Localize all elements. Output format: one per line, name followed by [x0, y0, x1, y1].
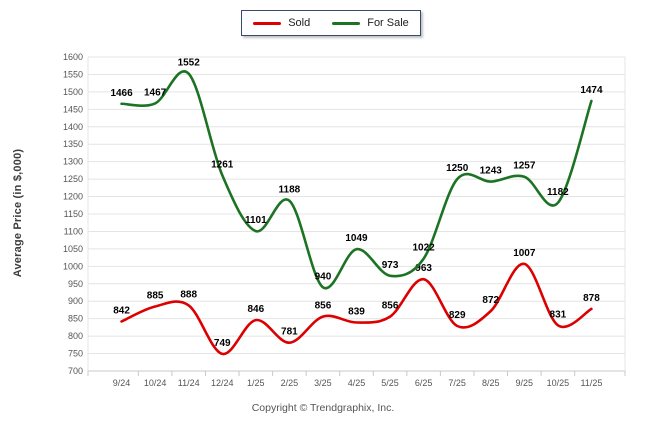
svg-text:973: 973 — [382, 260, 399, 271]
svg-text:1000: 1000 — [63, 261, 83, 271]
svg-text:1467: 1467 — [144, 87, 167, 98]
svg-text:1257: 1257 — [513, 161, 536, 172]
svg-text:1500: 1500 — [63, 87, 83, 97]
svg-text:1600: 1600 — [63, 52, 83, 62]
svg-text:1552: 1552 — [178, 58, 201, 69]
svg-text:856: 856 — [315, 301, 332, 312]
svg-text:750: 750 — [68, 349, 83, 359]
x-axis: 9/24 10/24 11/24 12/24 1/25 2/25 3/25 4/25 5/25 6… — [87, 371, 626, 388]
svg-text:856: 856 — [382, 301, 399, 312]
svg-text:839: 839 — [348, 307, 365, 318]
svg-text:9/24: 9/24 — [113, 378, 131, 388]
svg-text:700: 700 — [68, 366, 83, 376]
svg-text:10/25: 10/25 — [547, 378, 570, 388]
svg-text:6/25: 6/25 — [415, 378, 433, 388]
svg-text:9/25: 9/25 — [516, 378, 534, 388]
data-labels-1: 1466 1467 1552 1261 1101 1188 940 1049 973 1022 12… — [110, 58, 603, 283]
svg-text:1188: 1188 — [279, 185, 301, 196]
svg-text:1150: 1150 — [64, 209, 83, 219]
svg-text:829: 829 — [449, 310, 466, 321]
legend-label-sold: Sold — [288, 17, 311, 29]
svg-text:1300: 1300 — [63, 157, 83, 167]
svg-text:1200: 1200 — [63, 192, 83, 202]
y-axis-title: Average Price (in $,000) — [12, 148, 24, 278]
series-line-for-sale — [120, 70, 593, 290]
svg-text:749: 749 — [214, 338, 231, 349]
svg-text:1250: 1250 — [446, 163, 469, 174]
sold-line-swatch-icon — [253, 21, 282, 25]
svg-text:1100: 1100 — [64, 226, 83, 236]
svg-text:11/25: 11/25 — [581, 378, 603, 388]
copyright-text: Copyright © Trendgraphix, Inc. — [251, 402, 395, 414]
svg-text:1/25: 1/25 — [247, 378, 265, 388]
legend-item-sold: Sold — [253, 17, 310, 29]
legend: Sold For Sale — [241, 10, 421, 36]
for-sale-line-swatch-icon — [332, 21, 361, 25]
legend-label-for-sale: For Sale — [367, 17, 409, 29]
svg-text:8/25: 8/25 — [482, 378, 500, 388]
svg-text:950: 950 — [68, 279, 83, 289]
svg-text:10/24: 10/24 — [144, 378, 167, 388]
svg-text:3/25: 3/25 — [314, 378, 332, 388]
svg-text:1261: 1261 — [211, 159, 234, 170]
svg-text:4/25: 4/25 — [348, 378, 366, 388]
svg-text:1450: 1450 — [63, 104, 83, 114]
svg-text:842: 842 — [113, 305, 130, 316]
svg-text:940: 940 — [315, 271, 332, 282]
svg-text:963: 963 — [415, 263, 432, 274]
svg-text:885: 885 — [147, 290, 164, 301]
svg-text:7/25: 7/25 — [448, 378, 466, 388]
svg-text:781: 781 — [281, 327, 298, 338]
data-labels-0: 842 885 888 749 846 781 856 839 856 963 829 872 1007… — [113, 248, 600, 349]
svg-text:11/24: 11/24 — [178, 378, 200, 388]
svg-text:846: 846 — [247, 304, 264, 315]
legend-item-for-sale: For Sale — [332, 17, 409, 29]
svg-text:2/25: 2/25 — [281, 378, 299, 388]
svg-text:1007: 1007 — [513, 248, 536, 259]
svg-text:1466: 1466 — [110, 88, 133, 99]
svg-text:1350: 1350 — [63, 139, 83, 149]
svg-text:1101: 1101 — [245, 215, 267, 226]
svg-text:1243: 1243 — [480, 166, 503, 177]
svg-text:800: 800 — [68, 331, 83, 341]
svg-text:1050: 1050 — [63, 244, 83, 254]
gridlines: 700 750 800 850 900 950 1000 1050 1100 1150 1200 12… — [63, 52, 626, 376]
svg-text:5/25: 5/25 — [381, 378, 399, 388]
svg-text:831: 831 — [550, 309, 567, 320]
svg-text:1550: 1550 — [63, 69, 83, 79]
svg-text:1250: 1250 — [63, 174, 83, 184]
svg-text:1049: 1049 — [345, 233, 368, 244]
svg-text:850: 850 — [68, 314, 83, 324]
svg-text:1474: 1474 — [580, 85, 603, 96]
svg-text:1400: 1400 — [63, 122, 83, 132]
svg-text:872: 872 — [482, 295, 499, 306]
svg-text:900: 900 — [68, 296, 83, 306]
svg-text:878: 878 — [583, 293, 600, 304]
svg-text:1022: 1022 — [413, 243, 436, 254]
svg-text:888: 888 — [180, 289, 197, 300]
svg-text:12/24: 12/24 — [211, 378, 234, 388]
series-line-sold — [120, 262, 593, 356]
svg-text:1182: 1182 — [547, 187, 569, 198]
